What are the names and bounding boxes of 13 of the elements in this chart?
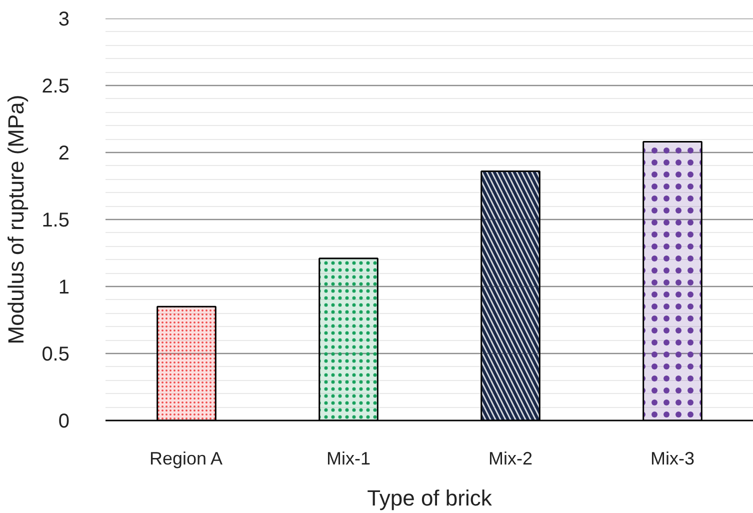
y-tick-label: 2.5	[42, 76, 70, 98]
y-tick-label: 0.5	[42, 344, 70, 366]
y-axis-title: Modulus of rupture (MPa)	[4, 94, 29, 344]
x-tick-label: Mix-2	[488, 448, 532, 468]
x-tick-label: Mix-3	[650, 448, 694, 468]
x-tick-label: Region A	[149, 448, 223, 468]
x-axis-title: Type of brick	[367, 486, 493, 510]
x-tick-label: Mix-1	[326, 448, 370, 468]
y-tick-label: 1	[58, 276, 70, 298]
y-tick-label: 1.5	[42, 210, 70, 232]
y-tick-label: 0	[58, 410, 70, 432]
y-tick-label: 2	[58, 142, 70, 164]
y-tick-label: 3	[58, 8, 70, 30]
